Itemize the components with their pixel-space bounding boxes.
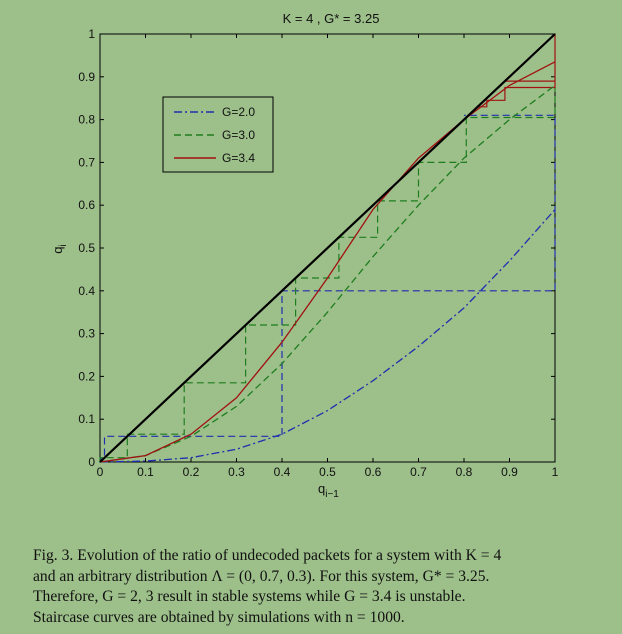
legend: G=2.0 G=3.0 G=3.4 [162,96,274,173]
y-tick-label: 0.5 [78,241,95,255]
legend-label: G=3.4 [222,151,255,165]
x-tick-label: 1 [552,465,559,479]
x-tick-label: 0.5 [319,465,336,479]
y-tick-label: 0.3 [78,327,95,341]
y-tick-label: 0.8 [78,113,95,127]
series-g-3-4 [99,61,556,463]
identity-line [99,33,556,463]
curves [99,33,556,463]
caption-line: and an arbitrary distribution Λ = (0, 0.… [33,567,490,585]
x-tick-label: 0.8 [456,465,473,479]
y-tick-label: 0.9 [78,70,95,84]
y-axis-label-sub: i [58,244,69,246]
x-tick-label: 0.2 [183,465,200,479]
x-axis-label: qi−1 [318,481,339,500]
x-tick-label: 0.9 [501,465,518,479]
x-tick-label: 0 [97,465,104,479]
legend-label: G=2.0 [222,105,255,119]
y-tick-label: 1 [88,27,95,41]
plot-area: 0 0.1 0.2 0.3 0.4 0.5 0.6 0.7 0.8 0.9 1 0 0.1 0.2 0.3… [78,27,558,479]
y-tick-labels: 0 0.1 0.2 0.3 0.4 0.5 0.6 0.7 0.8 0.9 1 [78,27,95,469]
x-tick-label: 0.1 [137,465,154,479]
x-tick-label: 0.3 [228,465,245,479]
x-tick-labels: 0 0.1 0.2 0.3 0.4 0.5 0.6 0.7 0.8 0.9 1 [97,465,559,479]
x-tick-label: 0.4 [274,465,291,479]
y-tick-label: 0.6 [78,198,95,212]
y-tick-label: 0.2 [78,369,95,383]
y-axis-label: qi [50,244,69,253]
staircase-g-3-4 [477,34,556,108]
chart-title: K = 4 , G* = 3.25 [283,11,380,26]
x-axis-label-sub: i−1 [325,489,339,500]
x-tick-label: 0.6 [365,465,382,479]
legend-box [162,96,274,173]
y-tick-label: 0.1 [78,412,95,426]
series-g-3-0 [99,84,556,463]
caption-line: Fig. 3. Evolution of the ratio of undeco… [33,547,502,564]
y-tick-label: 0 [88,455,95,469]
staircase-g-3-0 [99,87,556,462]
y-tick-label: 0.7 [78,155,95,169]
legend-label: G=3.0 [222,128,255,142]
caption-line: Staircase curves are obtained by simulat… [33,608,405,626]
series-g-2-0 [99,209,556,463]
caption-line: Therefore, G = 2, 3 result in stable sys… [33,588,466,605]
chart: K = 4 , G* = 3.25 0 0.1 0.2 0.3 0.4 0.5 0.6 0.7… [50,11,559,500]
y-tick-label: 0.4 [78,284,95,298]
figure-caption: Fig. 3. Evolution of the ratio of undeco… [33,546,605,628]
x-tick-label: 0.7 [410,465,427,479]
